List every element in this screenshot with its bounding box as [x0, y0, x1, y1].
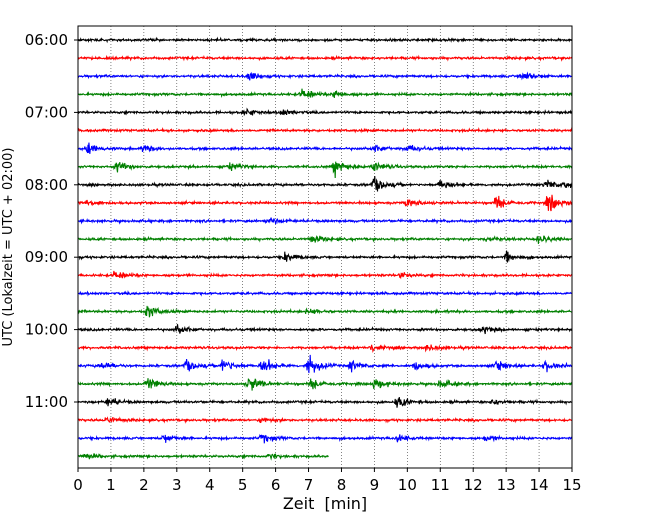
x-tick-label: 13 [497, 476, 516, 494]
y-axis-ticks: 06:00 07:00 08:00 09:00 10:00 11:00 [25, 31, 78, 411]
x-tick-label: 10 [398, 476, 417, 494]
trace-0915 [77, 270, 573, 280]
y-tick-label: 07:00 [25, 103, 68, 121]
trace-1045 [77, 378, 573, 391]
y-tick-label: 10:00 [25, 321, 68, 339]
x-tick-label: 12 [464, 476, 483, 494]
trace-1130 [77, 433, 573, 444]
x-tick-label: 4 [205, 476, 215, 494]
trace-0830 [77, 217, 573, 225]
x-tick-label: 11 [431, 476, 450, 494]
trace-0900 [77, 250, 573, 263]
trace-1030 [77, 354, 573, 374]
trace-1000 [77, 324, 573, 335]
trace-0815 [77, 194, 573, 212]
x-tick-label: 7 [304, 476, 314, 494]
x-tick-label: 2 [139, 476, 149, 494]
y-tick-label: 06:00 [25, 31, 68, 49]
trace-0945 [77, 305, 573, 318]
y-tick-label: 09:00 [25, 248, 68, 266]
y-tick-label: 08:00 [25, 176, 68, 194]
trace-0700 [77, 107, 573, 117]
trace-1100 [77, 396, 573, 408]
y-axis-label: UTC (Lokalzeit = UTC + 02:00) [1, 148, 16, 347]
trace-0645 [77, 88, 573, 99]
x-axis-ticks: 0 1 2 3 4 5 6 7 8 9 10 11 12 13 14 15 [73, 468, 582, 494]
y-tick-label: 11:00 [25, 393, 68, 411]
x-tick-label: 3 [172, 476, 182, 494]
x-tick-label: 14 [530, 476, 549, 494]
trace-0930 [77, 289, 573, 297]
traces [77, 36, 573, 461]
trace-0730 [77, 142, 573, 154]
x-axis-label: Zeit [min] [283, 494, 367, 513]
trace-0745 [77, 161, 573, 179]
plot-background [78, 26, 572, 468]
x-tick-label: 0 [73, 476, 83, 494]
trace-0845 [77, 234, 573, 244]
plot-frame [77, 25, 573, 469]
trace-1015 [77, 343, 573, 354]
x-tick-label: 8 [337, 476, 347, 494]
trace-0600 [78, 36, 573, 44]
trace-0800 [77, 176, 573, 192]
trace-1115 [77, 416, 573, 424]
x-tick-label: 1 [106, 476, 116, 494]
x-tick-label: 6 [271, 476, 281, 494]
trace-0630 [77, 71, 573, 81]
x-tick-label: 15 [562, 476, 581, 494]
x-tick-label: 5 [238, 476, 248, 494]
trace-0715 [77, 126, 573, 134]
x-tick-label: 9 [370, 476, 380, 494]
trace-0615 [77, 54, 573, 62]
trace-1145 [78, 452, 329, 461]
